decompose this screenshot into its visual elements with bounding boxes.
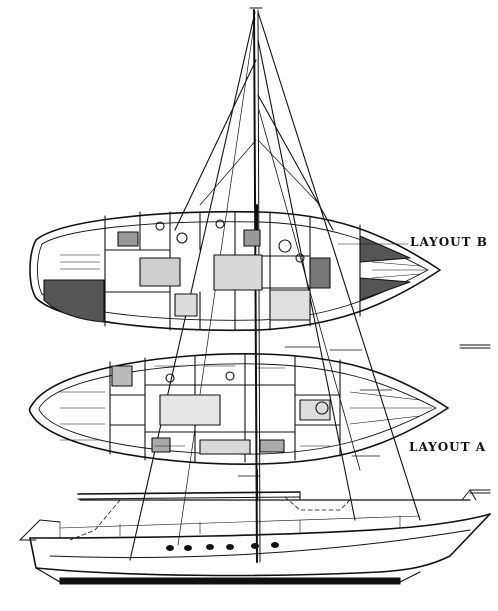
layout-a-label: LAYOUT A: [409, 440, 487, 454]
hull-profile: [19, 489, 491, 585]
rig-lines: [69, 7, 491, 563]
layout-a-plan: [28, 353, 449, 465]
layout-b-plan: [29, 210, 441, 332]
layout-b-label: LAYOUT B: [410, 235, 488, 249]
